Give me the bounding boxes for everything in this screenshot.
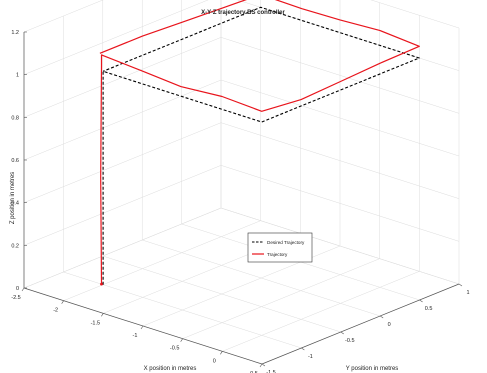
y-tick-label: 0 [388,322,391,328]
legend-box [247,232,313,263]
z-tick-label: 0.8 [11,115,19,121]
grid-line-wall-y-z [220,79,460,157]
z-tick-label: 0.4 [11,201,19,207]
y-tick-mark [419,299,423,303]
y-tick-label: 0.5 [425,306,433,312]
y-axis-line [261,283,460,365]
y-tick-mark [458,283,463,287]
x-tick-label: 0.5 [250,371,258,373]
legend-label-desired: Desired Trajectory [267,240,305,245]
grid-line-wall-x-z [23,37,222,118]
x-tick-label: -1 [133,333,138,339]
x-tick-label: -0.5 [170,346,179,352]
x-tick-label: -2 [53,308,58,314]
x-tick-mark [21,287,25,292]
z-axis-label: Z position in metres [10,172,16,224]
series-layer [99,0,420,286]
y-tick-label: -1 [308,354,313,360]
z-tick-label: 1 [16,73,19,79]
grid-line-wall-y-z [220,122,460,199]
legend-label-trajectory: Trajectory [267,252,288,257]
z-tick-label: 1.2 [11,30,19,36]
grid-line-wall-y-z [220,165,460,242]
grid-line-floor-x [182,258,380,339]
grid-line-floor-x [63,220,261,301]
z-tick-label: 0 [16,286,19,292]
x-tick-mark [180,338,183,342]
z-tick-label: 0.6 [11,158,19,164]
grid-line-floor-y [142,239,381,317]
grid-line-wall-x-z [23,122,222,203]
y-tick-label: -0.5 [345,338,354,344]
x-tick-label: 0 [213,358,216,364]
chart-title: X-Y-Z trajectory BS controller [201,10,285,16]
grid-layer [23,0,460,365]
y-axis-label: Y position in metres [346,366,399,372]
grid-line-wall-x-z [23,0,104,33]
grid-line-wall-y-z [220,37,460,114]
y-tick-label: -1.5 [266,370,275,373]
x-tick-mark [140,325,144,330]
legend: Desired Trajectory Trajectory [247,232,313,263]
x-tick-mark [61,300,64,304]
y-tick-label: 1 [466,290,469,296]
grid-line-floor-y [63,271,302,349]
grid-line-wall-y-z [220,207,460,285]
grid-line-wall-y-z [370,0,460,29]
x-tick-mark [220,351,223,355]
x-axis-label: X position in metres [144,366,197,372]
x-tick-mark [101,313,104,317]
x-tick-label: -2.5 [11,295,20,301]
tick-labels: -2.5 -2 -1.5 -1 -0.5 0 0.5 -1.5 -1 -0.5 0 0.5 1 0 0.2 0… [11,30,469,373]
y-tick-mark [380,315,384,319]
series-desired-trajectory [102,6,420,285]
x-tick-mark [259,363,263,368]
grid-line-floor-x [222,271,420,352]
grid-line-floor-y [102,255,341,333]
grid-line-wall-x-z [23,0,209,75]
trajectory-start-marker [100,282,103,286]
axes-box [23,32,460,365]
z-tick-label: 0.2 [11,243,19,249]
grid-line-wall-x-z [23,165,222,246]
y-tick-mark [301,347,305,351]
y-tick-mark [340,331,344,335]
series-trajectory [99,0,420,285]
x-tick-label: -1.5 [91,320,100,326]
grid-line-wall-x-z [23,79,222,161]
y-tick-mark [261,363,266,367]
grid-line-wall-x-z [23,207,222,289]
